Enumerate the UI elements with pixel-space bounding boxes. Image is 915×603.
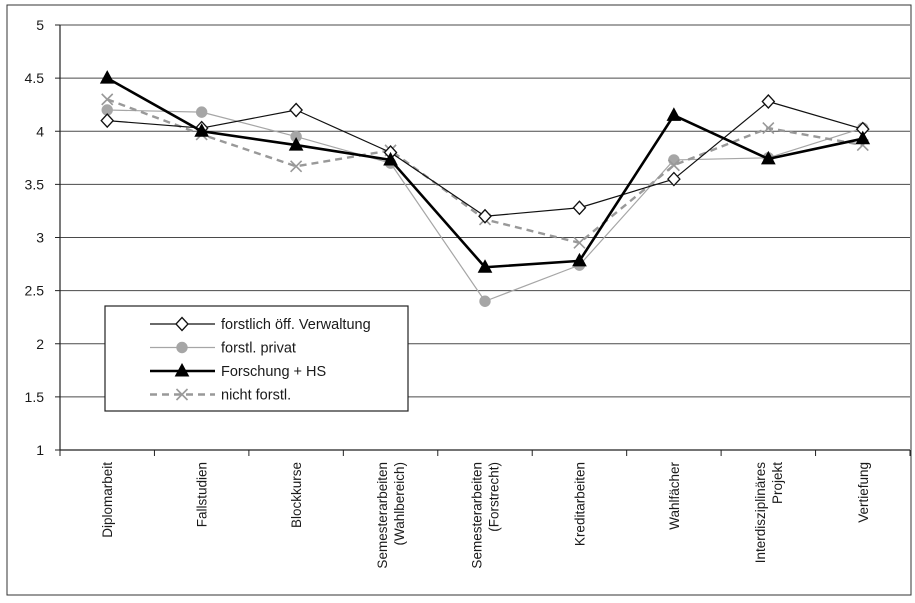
- legend-marker: [175, 316, 189, 332]
- y-tick-label: 1: [36, 442, 44, 458]
- legend-marker: [176, 341, 188, 354]
- data-point: [762, 121, 775, 135]
- x-tick-label: Vertiefung: [856, 462, 871, 523]
- x-tick-label: Semesterarbeiten: [375, 462, 390, 569]
- data-point: [289, 102, 303, 118]
- y-tick-label: 5: [36, 17, 44, 33]
- data-point: [100, 113, 115, 129]
- legend-entry: nicht forstl.: [150, 388, 291, 404]
- data-point: [195, 106, 208, 118]
- legend-label: Forschung + HS: [221, 364, 326, 380]
- data-point: [667, 171, 681, 187]
- data-point: [479, 295, 491, 307]
- data-point: [478, 208, 492, 224]
- x-tick-label: (Wahlbereich): [392, 462, 407, 546]
- legend-entry: forstlich öff. Verwaltung: [150, 316, 371, 333]
- x-tick-label: Semesterarbeiten: [470, 462, 485, 569]
- y-tick-label: 4.5: [25, 70, 45, 86]
- x-tick-label: Diplomarbeit: [100, 462, 115, 538]
- legend-marker: [175, 388, 189, 401]
- data-point: [572, 252, 587, 267]
- y-tick-label: 3.5: [25, 176, 45, 192]
- series-2: [99, 70, 871, 273]
- data-point: [666, 107, 682, 121]
- x-tick-label: Fallstudien: [195, 462, 210, 527]
- data-point: [572, 200, 587, 216]
- legend-label: nicht forstl.: [221, 388, 291, 404]
- legend: forstlich öff. Verwaltung forstl. privat F…: [104, 305, 409, 412]
- legend-entry: Forschung + HS: [150, 362, 326, 380]
- legend-entry: forstl. privat: [150, 341, 296, 357]
- x-tick-label: Projekt: [770, 462, 785, 504]
- chart-border: [6, 4, 912, 596]
- data-point: [194, 123, 210, 137]
- x-tick-label: (Forstrecht): [487, 462, 502, 532]
- data-point: [477, 259, 493, 273]
- data-point: [573, 236, 586, 249]
- data-point: [288, 137, 304, 151]
- y-tick-label: 2: [36, 336, 44, 352]
- x-tick-label: Kreditarbeiten: [572, 462, 587, 546]
- y-tick-label: 3: [36, 230, 44, 246]
- data-point: [99, 70, 115, 84]
- x-tick-label: Wahlfächer: [667, 462, 682, 530]
- data-point: [760, 150, 776, 165]
- data-point: [101, 93, 114, 106]
- y-tick-label: 1.5: [25, 389, 45, 405]
- series-layer: [99, 70, 871, 307]
- axis-layer: 5 4.5 4 3.5 3 2.5 2 1.5 1 Diplomarbeit Fallstudien…: [25, 17, 911, 569]
- x-tick-label: Blockkurse: [289, 462, 304, 528]
- legend-label: forstlich öff. Verwaltung: [221, 317, 371, 333]
- legend-marker: [174, 362, 190, 377]
- data-point: [855, 130, 871, 145]
- legend-label: forstl. privat: [221, 341, 296, 357]
- data-point: [761, 94, 776, 109]
- x-tick-label: Interdisziplinäres: [753, 462, 768, 564]
- data-point: [383, 151, 398, 166]
- y-tick-label: 2.5: [25, 283, 45, 299]
- data-point: [667, 159, 680, 172]
- y-tick-label: 4: [36, 123, 44, 139]
- data-point: [290, 160, 303, 173]
